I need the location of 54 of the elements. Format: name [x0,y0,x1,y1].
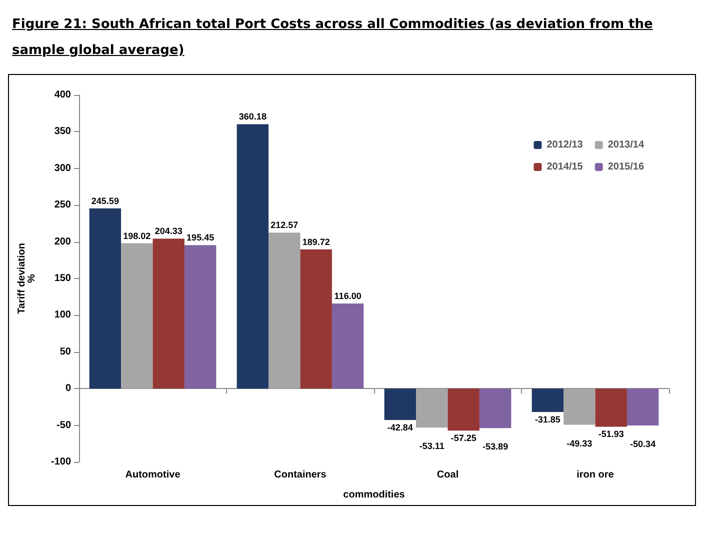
y-tick-label: 250 [54,200,72,211]
legend-label: 2012/13 [546,140,584,150]
data-label: -53.89 [482,442,508,452]
data-label: 189.72 [302,236,330,247]
bar [626,388,659,426]
x-tick-label: Containers [274,470,327,480]
bar [300,249,332,389]
bar [564,388,596,425]
y-axis-title: Tariff deviation % [16,243,38,314]
legend-label: 2013/14 [608,140,644,150]
data-label: 360.18 [238,112,266,122]
chart-title: Figure 21: South African total Port Costs across all Commodities (as deviation from the sample global average) [11,16,654,60]
x-tick-label: iron ore [576,470,614,480]
bar [152,238,184,389]
y-tick-label: 400 [54,90,72,100]
bar [332,303,364,389]
x-axis-title: commodities [343,490,406,500]
y-tick-label: 150 [54,273,72,284]
bar [384,388,416,420]
legend-label: 2014/15 [546,162,584,172]
data-label: -49.33 [566,438,592,448]
bar [532,388,564,412]
y-tick-label: -50 [56,420,72,431]
data-label: 198.02 [123,230,151,241]
bar [121,243,153,389]
y-tick-label: 100 [54,310,72,321]
x-tick-label: Coal [436,470,459,480]
y-tick-label: -100 [50,456,72,468]
bar [479,388,512,428]
data-label: 204.33 [154,226,182,236]
bar [184,245,216,389]
legend-label: 2015/16 [608,162,644,172]
bar [268,232,300,389]
data-label: -57.25 [450,433,476,444]
bar [448,388,480,431]
bar [236,124,269,389]
data-label: -50.34 [630,439,656,450]
y-tick-label: 0 [65,383,72,394]
bar [595,388,627,427]
data-label: -42.84 [387,422,413,433]
data-label: 245.59 [91,196,119,206]
data-label: -31.85 [534,414,560,424]
bar [89,208,122,389]
data-label: 116.00 [334,290,362,301]
data-label: 195.45 [186,232,214,243]
y-tick-label: 200 [54,236,72,248]
bar [416,388,448,428]
data-label: 212.57 [270,220,298,230]
y-tick-label: 350 [54,126,72,138]
y-tick-label: 50 [60,346,72,358]
data-label: -51.93 [598,429,624,440]
x-tick-label: Automotive [125,470,181,480]
data-label: -53.11 [419,441,444,452]
y-tick-label: 300 [54,162,72,174]
